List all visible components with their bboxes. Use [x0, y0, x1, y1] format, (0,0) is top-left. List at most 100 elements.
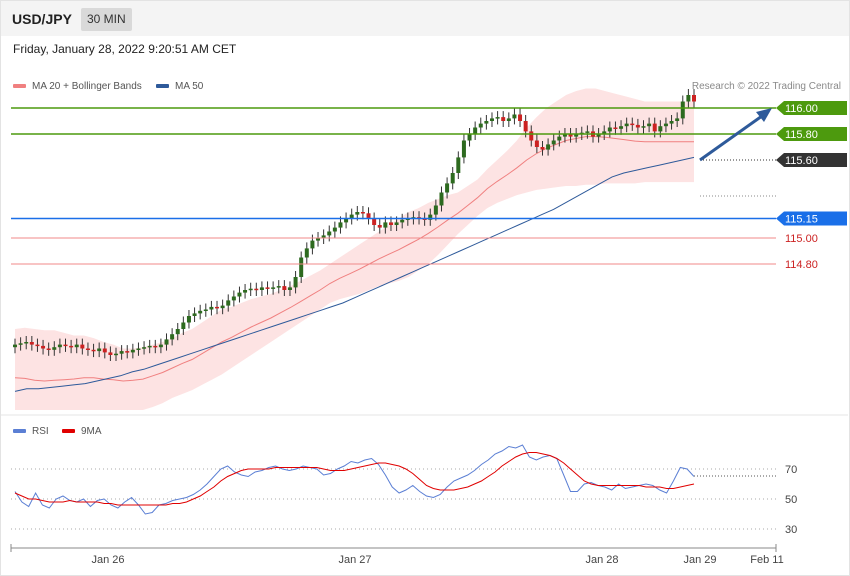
candle	[372, 212, 377, 231]
candle	[461, 134, 466, 164]
candle	[574, 128, 579, 143]
candle-body-down	[108, 352, 113, 355]
candle-body-up	[181, 322, 186, 329]
rsi-tick-30: 30	[785, 524, 797, 536]
candle-body-up	[456, 157, 461, 173]
candle	[546, 138, 551, 156]
candle	[663, 117, 668, 133]
candle	[29, 336, 34, 351]
candle	[400, 213, 405, 229]
candle-body-up	[226, 300, 231, 306]
candle-body-up	[142, 347, 147, 349]
candle	[439, 186, 444, 212]
candle-body-up	[209, 306, 214, 310]
level-label-116.00: 116.00	[785, 103, 818, 115]
candle	[489, 112, 494, 127]
candle-body-down	[69, 345, 74, 348]
candle-body-up	[316, 238, 321, 241]
candle-body-up	[231, 296, 236, 301]
candle	[170, 328, 175, 346]
rsi-series-RSI	[14, 444, 695, 515]
x-tick-label: Feb 11	[750, 554, 783, 566]
candle	[456, 151, 461, 179]
candle-body-up	[203, 309, 208, 311]
candle	[484, 115, 489, 130]
x-tick-label: Jan 29	[683, 554, 716, 566]
candle	[596, 128, 601, 143]
candle	[164, 333, 169, 351]
candle	[114, 347, 119, 361]
candle	[506, 112, 511, 127]
candle	[74, 338, 79, 354]
candle-body-up	[428, 214, 433, 220]
legend-ma20-label: MA 20 + Bollinger Bands	[32, 81, 142, 92]
candle	[585, 125, 590, 139]
candle	[551, 134, 556, 151]
level-label-115.60: 115.60	[785, 155, 818, 167]
candle-body-up	[186, 316, 191, 323]
candle	[478, 117, 483, 134]
candle-body-down	[91, 349, 96, 352]
candle-body-down	[652, 123, 657, 132]
x-tick-label: Jan 27	[338, 554, 371, 566]
candle-body-down	[41, 345, 46, 349]
candle	[316, 232, 321, 247]
candle	[366, 207, 371, 225]
candle-body-up	[18, 343, 23, 345]
candle	[338, 216, 343, 234]
candle-body-up	[338, 222, 343, 228]
candle-body-up	[602, 131, 607, 134]
candle-body-down	[46, 348, 51, 350]
ma50-swatch	[156, 84, 169, 89]
candle-body-up	[299, 257, 304, 277]
candle-body-up	[551, 140, 556, 145]
timeframe-button[interactable]: 30 MIN	[81, 8, 132, 31]
candle-body-up	[467, 134, 472, 141]
legend-ma20: MA 20 + Bollinger Bands	[13, 81, 142, 92]
candle	[293, 271, 298, 294]
candle	[226, 294, 231, 312]
candle	[540, 141, 545, 156]
candle	[635, 118, 640, 134]
candle-body-up	[237, 292, 242, 297]
candle-body-up	[647, 123, 652, 127]
candle-body-down	[153, 345, 158, 348]
legend-9ma-label: 9MA	[81, 426, 102, 437]
candle-body-up	[675, 118, 680, 121]
candle	[344, 212, 349, 229]
timestamp: Friday, January 28, 2022 9:20:51 AM CET	[13, 42, 237, 56]
candle-body-up	[192, 313, 197, 316]
level-label-115.00: 115.00	[785, 233, 818, 245]
candle	[299, 251, 304, 283]
x-tick-label: Jan 28	[585, 554, 618, 566]
candle-body-up	[130, 349, 135, 353]
candle-body-down	[692, 95, 696, 102]
candle	[254, 282, 259, 296]
candle	[624, 117, 629, 133]
candle-body-up	[557, 136, 562, 141]
candle	[602, 125, 607, 140]
candle-body-up	[349, 214, 354, 219]
candle	[433, 199, 438, 221]
ma50-line	[14, 156, 695, 392]
candle-body-down	[529, 131, 534, 141]
candle	[108, 346, 113, 361]
candle-body-down	[534, 140, 539, 147]
candle-body-up	[310, 240, 315, 249]
candle	[186, 310, 191, 329]
candle	[669, 115, 674, 130]
ma20-swatch	[13, 84, 26, 89]
bollinger-band-fill	[15, 88, 694, 410]
candle-body-down	[635, 124, 640, 128]
candle-body-down	[366, 213, 371, 219]
candle	[91, 343, 96, 358]
candle-body-up	[276, 286, 281, 288]
candle	[158, 338, 163, 354]
candle	[181, 316, 186, 335]
candle-body-up	[287, 287, 292, 290]
candle-body-up	[473, 127, 478, 134]
candle	[46, 342, 51, 356]
candle	[13, 338, 17, 354]
candle-body-down	[501, 117, 506, 121]
candle	[686, 89, 691, 108]
